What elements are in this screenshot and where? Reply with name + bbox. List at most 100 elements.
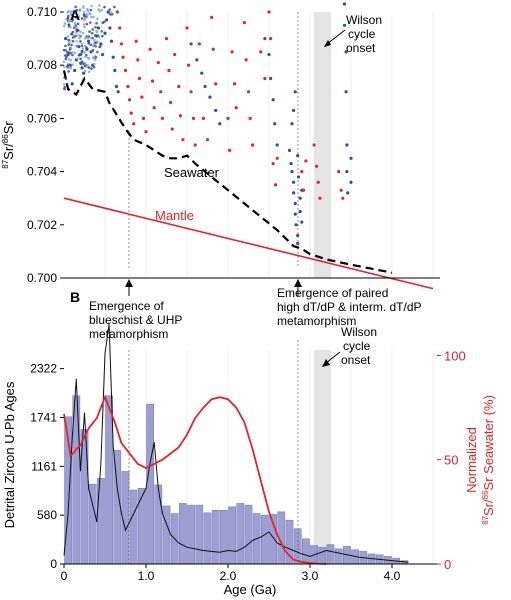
phanerozoic-sample-point: [82, 10, 86, 14]
red-sample-point: [152, 106, 156, 110]
red-sample-point: [189, 90, 193, 94]
phanerozoic-sample-point: [80, 17, 84, 20]
phanerozoic-sample-point: [67, 23, 71, 26]
phanerozoic-sample-point: [83, 51, 87, 54]
red-sample-point: [148, 47, 152, 51]
zircon-histogram-bar: [326, 544, 335, 565]
phanerozoic-sample-point: [78, 8, 82, 11]
phanerozoic-sample-point: [75, 40, 78, 43]
panel-a-y-ticks: 0.700 0.702 0.704 0.706 0.708 0.710: [27, 5, 64, 285]
phanerozoic-sample-point: [100, 30, 104, 33]
phanerozoic-sample-point: [71, 30, 75, 34]
phanerozoic-sample-point: [108, 8, 112, 11]
red-sample-point: [248, 116, 252, 120]
blue-sample-point: [290, 122, 294, 126]
wilson-arrowhead-a: [324, 40, 331, 47]
red-sample-point: [132, 122, 136, 126]
panel-a-y-tick-label: 0.710: [27, 5, 57, 19]
wilson-label-b-line3: onset: [341, 353, 371, 367]
blue-sample-point: [73, 68, 77, 73]
red-sample-point: [300, 170, 304, 174]
phanerozoic-sample-point: [66, 65, 69, 69]
right-ylabel-sup87: 87: [481, 515, 490, 524]
phanerozoic-sample-point: [90, 15, 93, 19]
blue-sample-point: [111, 55, 115, 59]
zircon-histogram-bar: [138, 488, 146, 565]
normalized-sr-curve: [63, 394, 327, 565]
blue-sample-point: [208, 95, 212, 99]
ylabel-sup-86: 86: [1, 134, 10, 143]
phanerozoic-sample-point: [70, 43, 73, 47]
blue-sample-point: [293, 201, 297, 206]
blue-sample-point: [300, 220, 304, 224]
phanerozoic-sample-point: [87, 66, 91, 69]
panel-a-y-tick-label: 0.704: [27, 165, 57, 179]
phanerozoic-sample-point: [85, 12, 88, 16]
blue-sample-point: [292, 191, 296, 195]
blue-sample-point: [116, 90, 120, 94]
phanerozoic-sample-point: [86, 64, 90, 67]
phanerozoic-sample-point: [83, 69, 87, 73]
zircon-histogram-bar: [195, 504, 204, 565]
phanerozoic-sample-point: [95, 21, 98, 25]
red-sample-point: [191, 116, 196, 120]
zircon-histogram-bar: [220, 509, 228, 565]
red-sample-point: [187, 63, 191, 67]
phanerozoic-sample-point: [90, 4, 94, 8]
blueschist-note: Emergence of blueschist & UHP metamorphi…: [89, 299, 182, 341]
blue-sample-point: [96, 26, 101, 30]
phanerozoic-sample-point: [81, 49, 84, 53]
phanerozoic-sample-point: [83, 14, 86, 18]
blue-sample-point: [87, 39, 91, 43]
phanerozoic-sample-point: [84, 62, 87, 66]
red-sample-point: [244, 58, 248, 62]
blue-sample-point: [108, 26, 112, 30]
phanerozoic-sample-point: [92, 44, 95, 48]
red-sample-point: [314, 164, 319, 168]
blue-sample-point: [349, 180, 353, 184]
phanerozoic-sample-point: [110, 11, 113, 14]
phanerozoic-sample-point: [67, 51, 71, 54]
phanerozoic-sample-point: [81, 31, 85, 35]
phanerozoic-sample-point: [106, 11, 110, 14]
red-sample-point: [159, 90, 163, 94]
red-sample-point: [144, 130, 148, 134]
blueschist-note-line2: blueschist & UHP: [89, 313, 182, 327]
panel-b-left-y-tick-label: 1161: [31, 459, 57, 473]
panel-b-right-y-tick-label: 0: [444, 557, 451, 572]
red-sample-point: [263, 76, 267, 81]
panel-b-left-y-tick-label: 0: [50, 557, 57, 571]
phanerozoic-sample-point: [87, 57, 91, 60]
paired-note-line2: high dT/dP & interm. dT/dP: [277, 300, 422, 314]
phanerozoic-sample-point: [85, 22, 89, 26]
phanerozoic-sample-point: [85, 46, 88, 49]
blue-sample-point: [296, 154, 300, 158]
blue-sample-point: [64, 37, 68, 41]
blue-sample-point: [289, 162, 293, 166]
phanerozoic-sample-point: [69, 59, 73, 62]
panel-b-x-tick-label: 0: [61, 569, 68, 583]
panel-b-x-axis-label: Age (Ga): [224, 582, 277, 597]
phanerozoic-sample-point: [67, 41, 71, 44]
blue-sample-point: [296, 175, 301, 179]
phanerozoic-sample-point: [89, 43, 93, 47]
blueschist-note-line3: metamorphism: [89, 327, 168, 341]
blue-sample-point: [82, 71, 86, 75]
red-sample-point: [134, 39, 138, 43]
blue-sample-point: [275, 143, 279, 147]
phanerozoic-sample-point: [76, 57, 79, 60]
red-sample-point: [141, 116, 146, 120]
panel-b-letter: B: [70, 289, 80, 305]
red-sample-point: [214, 82, 218, 86]
red-sample-point: [169, 100, 173, 105]
phanerozoic-sample-point: [98, 45, 102, 49]
zircon-histogram-bar: [244, 504, 253, 565]
blue-sample-point: [109, 39, 114, 43]
mantle-line: [63, 197, 434, 290]
phanerozoic-sample-point: [83, 18, 86, 22]
red-sample-point: [156, 60, 160, 65]
phanerozoic-sample-point: [62, 24, 66, 28]
red-sample-point: [129, 111, 133, 115]
phanerozoic-sample-point: [74, 16, 78, 19]
